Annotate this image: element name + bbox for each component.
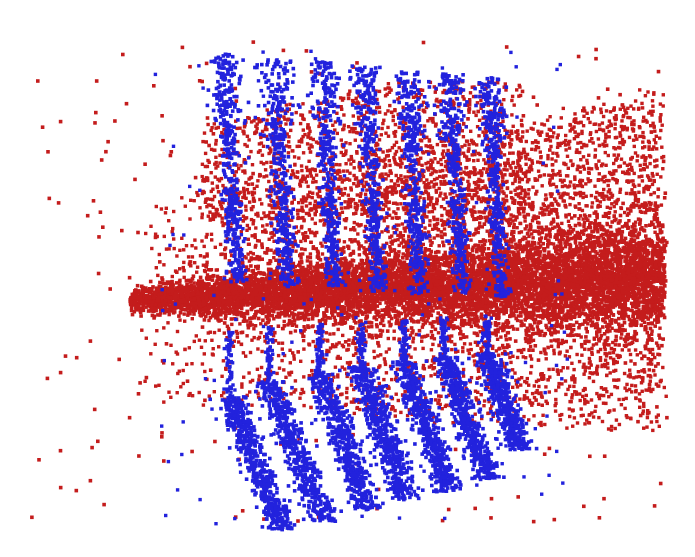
blue-point-class-group <box>153 49 569 532</box>
red-point-class-group <box>30 40 669 524</box>
